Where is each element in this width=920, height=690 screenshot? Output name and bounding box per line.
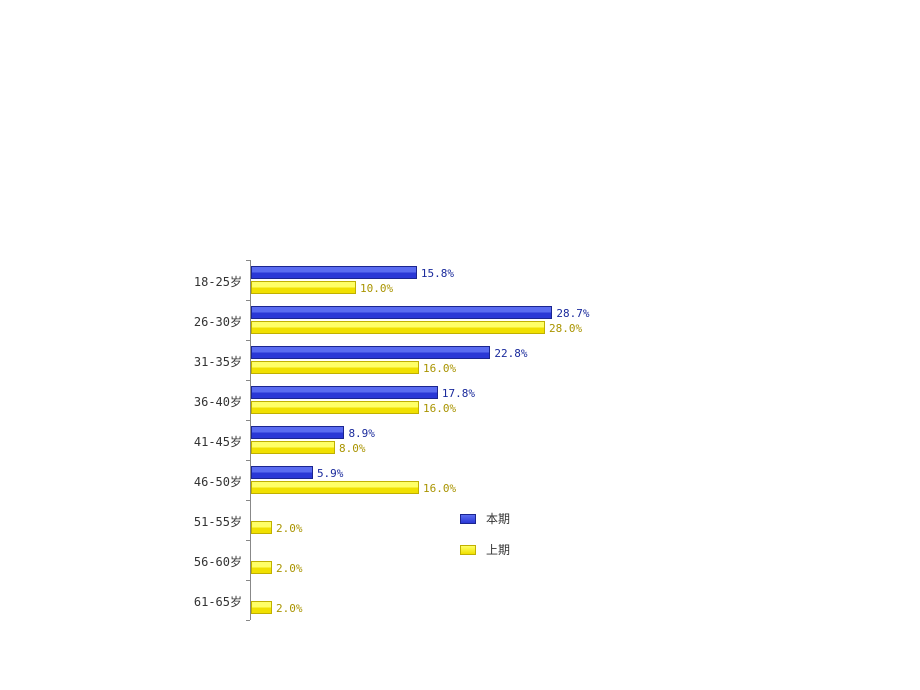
category-label: 46-50岁	[194, 473, 242, 490]
y-axis-tick	[246, 620, 250, 621]
y-axis-tick	[246, 460, 250, 461]
y-axis-tick	[246, 580, 250, 581]
bar-value-label: 16.0%	[423, 402, 456, 415]
bar-value-label: 10.0%	[360, 282, 393, 295]
bar-current	[251, 386, 438, 399]
bar-previous	[251, 401, 419, 414]
bar-value-label: 2.0%	[276, 602, 303, 615]
legend-swatch	[460, 545, 476, 555]
bar-current	[251, 346, 490, 359]
bar-value-label: 16.0%	[423, 482, 456, 495]
bar-value-label: 5.9%	[317, 467, 344, 480]
bar-previous	[251, 281, 356, 294]
bar-previous	[251, 521, 272, 534]
bar-value-label: 17.8%	[442, 387, 475, 400]
y-axis-tick	[246, 540, 250, 541]
bar-value-label: 2.0%	[276, 562, 303, 575]
bar-previous	[251, 361, 419, 374]
y-axis-tick	[246, 500, 250, 501]
bar-current	[251, 306, 552, 319]
bar-value-label: 15.8%	[421, 267, 454, 280]
legend: 本期上期	[460, 510, 510, 572]
age-distribution-chart: 18-25岁 15.8% 10.0% 26-30岁 28.7% 28.0% 31-35岁 22…	[0, 0, 920, 690]
bar-value-label: 22.8%	[494, 347, 527, 360]
bar-previous	[251, 561, 272, 574]
legend-label: 上期	[486, 541, 510, 558]
bar-previous	[251, 441, 335, 454]
category-label: 36-40岁	[194, 393, 242, 410]
bar-value-label: 28.0%	[549, 322, 582, 335]
bar-value-label: 16.0%	[423, 362, 456, 375]
bar-previous	[251, 601, 272, 614]
category-label: 51-55岁	[194, 513, 242, 530]
category-label: 18-25岁	[194, 273, 242, 290]
bar-previous	[251, 481, 419, 494]
legend-item: 本期	[460, 510, 510, 527]
bar-value-label: 2.0%	[276, 522, 303, 535]
legend-swatch	[460, 514, 476, 524]
category-label: 26-30岁	[194, 313, 242, 330]
bar-current	[251, 266, 417, 279]
legend-label: 本期	[486, 510, 510, 527]
bar-current	[251, 466, 313, 479]
category-label: 56-60岁	[194, 553, 242, 570]
y-axis-tick	[246, 300, 250, 301]
bar-current	[251, 426, 344, 439]
legend-item: 上期	[460, 541, 510, 558]
y-axis-tick	[246, 380, 250, 381]
y-axis-tick	[246, 420, 250, 421]
bar-value-label: 8.0%	[339, 442, 366, 455]
category-label: 41-45岁	[194, 433, 242, 450]
bar-value-label: 8.9%	[348, 427, 375, 440]
category-label: 61-65岁	[194, 593, 242, 610]
category-label: 31-35岁	[194, 353, 242, 370]
y-axis-tick	[246, 260, 250, 261]
bar-value-label: 28.7%	[556, 307, 589, 320]
bar-previous	[251, 321, 545, 334]
y-axis-tick	[246, 340, 250, 341]
